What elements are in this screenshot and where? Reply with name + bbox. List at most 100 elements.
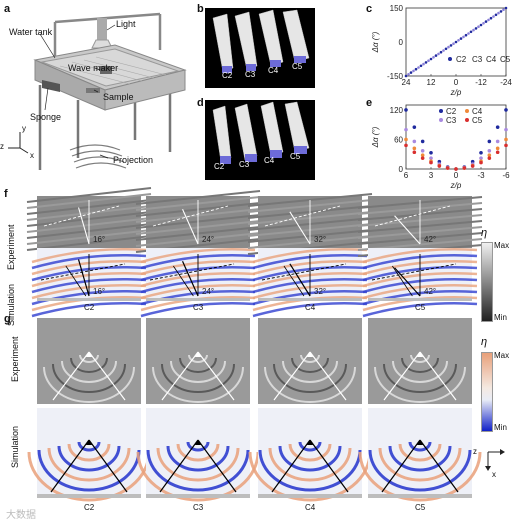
chart-e-point-C3 — [504, 127, 508, 132]
chart-e-point-C5 — [495, 150, 500, 155]
chart-c-point — [447, 45, 450, 49]
chart-c-point — [414, 67, 418, 71]
g-colorbar — [481, 352, 493, 432]
chart-c-point — [434, 54, 438, 57]
chart-e-point-C5 — [445, 166, 450, 170]
chart-e-point-C3 — [412, 139, 417, 144]
chart-c: 24 12 0 -12 -24 150 0 -150 z/p Δα (°) C2 C3 C4 C5 — [371, 4, 512, 97]
chart-c-point — [459, 37, 463, 40]
f-sim-arrow — [394, 267, 421, 297]
f-simulation-image: 16° — [31, 247, 147, 318]
f-exp-arrow — [394, 215, 421, 245]
chart-c-xtick-label: -12 — [475, 78, 487, 87]
chart-e-point-C4 — [495, 146, 500, 151]
f-column-label: C3 — [193, 303, 204, 312]
g-simulation-image — [358, 408, 482, 502]
chart-e-point-C4 — [504, 137, 508, 142]
chart-e-point-C2 — [504, 108, 508, 112]
chart-c-point — [407, 73, 410, 76]
g-column-label: C5 — [415, 503, 426, 512]
chart-e-xtick-label: 6 — [404, 171, 409, 180]
projection-label: Projection — [113, 155, 154, 165]
f-colorbar-symbol: η — [481, 227, 488, 239]
chart-e-point-C4 — [412, 146, 417, 151]
chart-c-point — [404, 74, 408, 78]
f-exp-angle: 32° — [314, 235, 326, 244]
f-experiment-image: 42° — [357, 196, 483, 257]
chart-e-point-C2 — [487, 139, 492, 144]
f-exp-arrow — [289, 211, 311, 245]
f-exp-angle: 42° — [424, 235, 436, 244]
chart-c-xlabel: z/p — [450, 88, 462, 97]
f-simulation-image: 32° — [252, 247, 368, 318]
chart-e-ylabel: Δα (°) — [371, 126, 380, 148]
chart-e-legend-C4: C4 — [472, 107, 483, 116]
chart-c-point — [502, 8, 505, 11]
chart-c-point — [412, 69, 415, 73]
f-experiment-label: Experiment — [6, 224, 16, 270]
chart-e-point-C4 — [487, 153, 492, 158]
sponge-label: Sponge — [30, 112, 62, 122]
f-colorbar-min: Min — [494, 313, 507, 322]
structures-d — [205, 100, 315, 180]
chart-c-ytick-label: 0 — [399, 38, 404, 47]
light-label: Light — [116, 19, 136, 29]
f-exp-angle: 24° — [202, 235, 214, 244]
chart-c-point — [497, 11, 500, 15]
chart-c-ytick-label: 150 — [390, 4, 404, 13]
f-sample-bar — [258, 298, 362, 301]
chart-e-xtick-label: -6 — [502, 171, 510, 180]
panel-label-e: e — [366, 97, 373, 109]
chart-e-point-C5 — [454, 167, 458, 171]
g-axis-x: x — [492, 470, 496, 479]
chart-e-legend-C3: C3 — [446, 116, 457, 125]
chart-e-point-C2 — [470, 159, 475, 164]
chart-e-point-C3 — [429, 156, 433, 160]
g-experiment-image — [146, 318, 250, 404]
chart-e-point-C4 — [404, 137, 408, 142]
chart-c-legend-C3: C3 — [472, 55, 483, 64]
chart-e-point-C5 — [479, 160, 483, 165]
f-sim-arrow — [77, 259, 90, 297]
f-experiment-image: 16° — [26, 187, 152, 251]
chart-e-point-C2 — [420, 139, 425, 144]
chart-e-point-C5 — [420, 156, 425, 160]
chart-e-point-C5 — [437, 164, 442, 168]
chart-c-point — [477, 25, 480, 29]
sample — [86, 88, 100, 93]
chart-e-legend-marker — [465, 109, 469, 113]
chart-c-point — [429, 57, 433, 61]
f-column-label: C5 — [415, 303, 426, 312]
water-tank-label: Water tank — [9, 27, 53, 37]
f-sim-angle: 24° — [202, 287, 214, 296]
chart-c-legend-C5: C5 — [500, 55, 511, 64]
chart-c-point — [494, 13, 498, 17]
g-sample-bar — [146, 494, 250, 498]
g-experiment-image — [368, 318, 472, 404]
projection-pattern — [69, 144, 127, 169]
g-sample-bar — [37, 494, 141, 498]
g-experiment-label: Experiment — [10, 336, 20, 382]
wave-maker-label: Wave maker — [68, 63, 119, 73]
chart-c-legend-marker — [448, 57, 452, 61]
chart-c-point — [442, 49, 445, 52]
sample-label: Sample — [103, 92, 134, 102]
chart-c-point — [457, 39, 460, 42]
chart-e-legend-marker — [465, 118, 469, 122]
chart-c-point — [452, 42, 455, 45]
chart-e-point-C5 — [462, 166, 467, 170]
chart-c-ytick-label: -150 — [387, 72, 404, 81]
structure-b-c3: C3 — [245, 70, 256, 79]
panel-label-b: b — [197, 3, 204, 15]
chart-e-point-C5 — [487, 156, 492, 160]
g-experiment-image — [37, 318, 141, 404]
f-colorbar — [481, 242, 493, 322]
lamp — [97, 18, 107, 40]
g-colorbar-min: Min — [494, 423, 507, 432]
chart-c-point — [487, 18, 490, 22]
chart-c-point — [464, 33, 468, 37]
chart-e-xtick-label: 3 — [429, 171, 434, 180]
chart-c-point — [419, 64, 423, 68]
chart-c-point — [474, 27, 478, 30]
